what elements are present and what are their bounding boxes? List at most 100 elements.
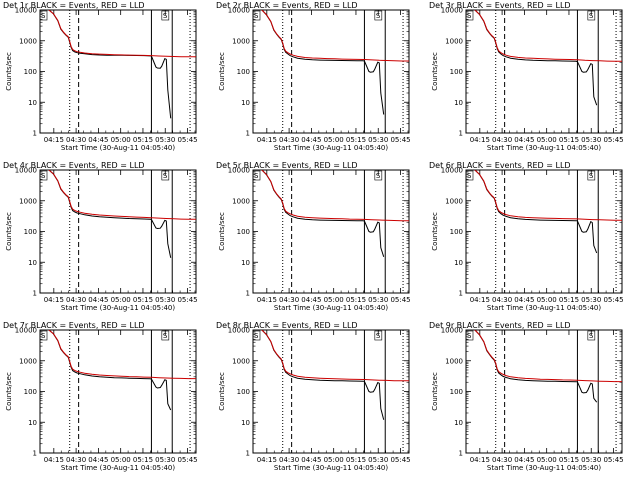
panel-title: Det 2r BLACK = Events, RED = LLD [216,1,358,10]
segment-marker: S [467,172,472,180]
segment-marker-box [465,10,474,21]
series-lld-line [48,330,196,380]
x-tick-label: 04:15 [257,136,277,144]
series-events-line [261,170,385,257]
y-tick-label: 1000 [445,37,463,45]
series-lld-line [474,170,622,221]
segment-marker-box [374,10,383,21]
x-tick-label: 05:15 [346,456,366,464]
y-axis-label: Counts/sec [5,212,13,251]
panel-7: Det 7r BLACK = Events, RED = LLD 1 10 100 10… [3,321,198,472]
y-tick-label: 100 [450,68,463,76]
y-tick-label: 100 [450,228,463,236]
x-axis-label: Start Time (30-Aug-11 04:05:40) [61,144,175,152]
segment-marker-box [587,10,596,21]
y-tick-label: 10000 [15,167,37,175]
x-axis-label: Start Time (30-Aug-11 04:05:40) [274,304,388,312]
x-tick-label: 04:45 [88,136,108,144]
x-tick-label: 05:45 [603,296,623,304]
segment-marker: S [41,172,46,180]
x-tick-label: 04:45 [514,296,534,304]
x-tick-label: 04:30 [279,456,299,464]
series-lld-line [474,10,622,62]
y-axis-label: Counts/sec [431,52,439,91]
y-tick-label: 10000 [441,327,463,335]
panel-title: Det 8r BLACK = Events, RED = LLD [216,321,358,330]
y-tick-label: 1000 [445,357,463,365]
y-tick-label: 10 [28,419,37,427]
x-axis-label: Start Time (30-Aug-11 04:05:40) [487,304,601,312]
x-tick-label: 05:15 [559,456,579,464]
series-lld-line [48,10,196,58]
x-tick-label: 05:30 [581,296,601,304]
segment-marker-box [374,170,383,181]
y-tick-label: 10000 [228,7,250,15]
y-axis-label: Counts/sec [5,52,13,91]
x-axis-label: Start Time (30-Aug-11 04:05:40) [487,144,601,152]
panel-6: Det 6r BLACK = Events, RED = LLD 1 10 100 10… [429,161,624,312]
x-tick-label: 05:30 [581,136,601,144]
y-tick-label: 1 [33,450,37,458]
x-tick-label: 05:30 [155,296,175,304]
x-tick-label: 05:45 [603,136,623,144]
x-tick-label: 04:45 [301,136,321,144]
x-tick-label: 04:15 [257,456,277,464]
x-tick-label: 04:45 [301,456,321,464]
y-tick-label: 10 [241,419,250,427]
series-events-line [261,10,385,115]
y-tick-label: 100 [237,228,250,236]
y-axis-label: Counts/sec [218,372,226,411]
y-tick-label: 1 [459,130,463,138]
y-tick-label: 10 [454,419,463,427]
segment-marker: S [163,172,168,180]
x-tick-label: 04:15 [44,136,64,144]
x-tick-label: 04:45 [301,296,321,304]
y-axis-label: Counts/sec [218,212,226,251]
x-tick-label: 05:15 [346,136,366,144]
segment-marker: S [254,172,259,180]
segment-marker: S [376,12,381,20]
x-tick-label: 04:30 [492,136,512,144]
panel-9: Det 9r BLACK = Events, RED = LLD 1 10 100 10… [429,321,624,472]
series-events-line [261,330,385,420]
segment-marker: S [376,332,381,340]
x-tick-label: 04:30 [66,296,86,304]
y-tick-label: 10000 [228,327,250,335]
segment-marker: S [41,332,46,340]
segment-marker-box [587,170,596,181]
x-tick-label: 04:15 [44,456,64,464]
x-tick-label: 05:00 [324,456,344,464]
panel-2: Det 2r BLACK = Events, RED = LLD 1 10 100 10… [216,1,411,152]
segment-marker-box [252,170,261,181]
x-tick-label: 05:30 [155,456,175,464]
y-tick-label: 1000 [19,357,37,365]
panel-5: Det 5r BLACK = Events, RED = LLD 1 10 100 10… [216,161,411,312]
segment-marker: S [163,332,168,340]
segment-marker: S [163,12,168,20]
x-tick-label: 05:00 [537,456,557,464]
segment-marker: S [376,172,381,180]
x-tick-label: 04:45 [88,296,108,304]
series-events-line [48,330,172,411]
x-tick-label: 04:30 [279,136,299,144]
x-tick-label: 04:15 [257,296,277,304]
segment-marker: S [254,332,259,340]
x-tick-label: 05:30 [368,296,388,304]
y-axis-label: Counts/sec [431,372,439,411]
y-tick-label: 100 [237,68,250,76]
y-tick-label: 100 [24,68,37,76]
y-tick-label: 100 [24,388,37,396]
x-tick-label: 05:45 [177,296,197,304]
y-tick-label: 100 [24,228,37,236]
y-tick-label: 100 [450,388,463,396]
x-tick-label: 04:15 [470,296,490,304]
x-axis-label: Start Time (30-Aug-11 04:05:40) [487,464,601,472]
segment-marker-box [465,170,474,181]
y-tick-label: 10000 [441,7,463,15]
x-tick-label: 05:30 [368,456,388,464]
y-axis-label: Counts/sec [218,52,226,91]
y-tick-label: 10 [454,259,463,267]
x-tick-label: 05:15 [133,136,153,144]
segment-marker: S [589,172,594,180]
series-lld-line [474,330,622,383]
